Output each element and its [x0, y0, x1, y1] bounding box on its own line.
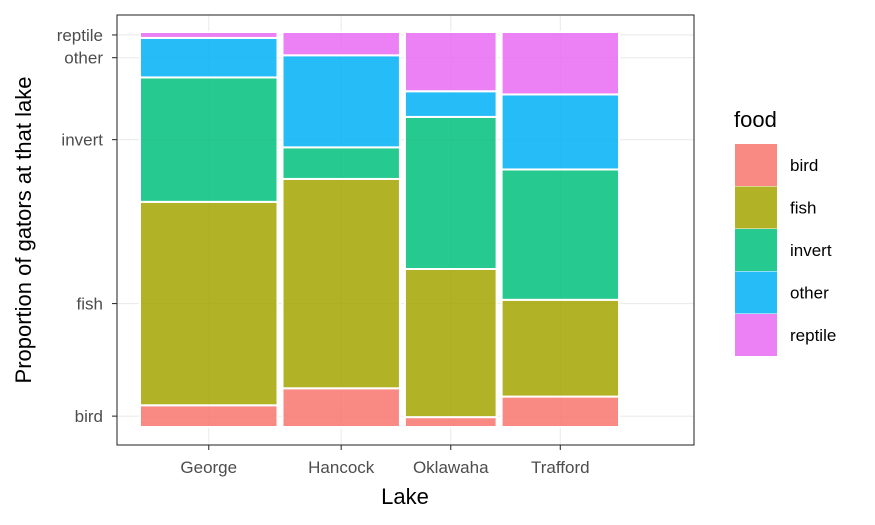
tile-other-hancock — [281, 54, 401, 149]
legend-key-other — [735, 271, 777, 314]
tile-invert-oklawaha — [403, 115, 498, 270]
y-tick-label-reptile: reptile — [57, 26, 103, 45]
tile-invert-hancock — [281, 146, 401, 180]
y-tick-label-other: other — [64, 49, 103, 68]
y-axis-title: Proportion of gators at that lake — [11, 77, 36, 384]
tile-invert-trafford — [500, 168, 621, 301]
legend-label-other: other — [790, 284, 829, 303]
panel-border — [116, 14, 695, 446]
tile-other-trafford — [500, 93, 621, 171]
tile-fish-oklawaha — [403, 268, 498, 419]
legend-key-invert — [735, 229, 777, 271]
legend-label-invert: invert — [790, 241, 832, 260]
x-tick-label-george: George — [180, 458, 237, 477]
tile-reptile-hancock — [281, 31, 401, 57]
tile-reptile-oklawaha — [403, 31, 498, 93]
tile-bird-hancock — [281, 387, 401, 429]
tile-fish-hancock — [281, 177, 401, 390]
x-axis-title: Lake — [381, 484, 429, 509]
tile-bird-oklawaha — [403, 416, 498, 428]
y-axis: bird fish invert other reptile — [57, 26, 117, 426]
y-tick-label-fish: fish — [77, 295, 103, 314]
tile-fish-george — [139, 200, 279, 407]
legend-key-reptile — [735, 314, 777, 356]
tile-fish-trafford — [500, 298, 621, 398]
tile-bird-trafford — [500, 395, 621, 428]
x-axis: George Hancock Oklawaha Trafford — [180, 445, 590, 477]
x-tick-label-hancock: Hancock — [308, 458, 375, 477]
tile-other-oklawaha — [403, 90, 498, 118]
legend-label-bird: bird — [790, 156, 818, 175]
mosaic-tiles — [139, 31, 621, 429]
legend-title: food — [734, 107, 777, 132]
legend-label-fish: fish — [790, 199, 816, 218]
tile-bird-george — [139, 404, 279, 428]
tile-invert-george — [139, 76, 279, 203]
y-tick-label-invert: invert — [61, 131, 103, 150]
legend-label-reptile: reptile — [790, 326, 836, 345]
tile-reptile-trafford — [500, 31, 621, 96]
legend-key-fish — [735, 186, 777, 229]
tile-other-george — [139, 36, 279, 79]
x-tick-label-trafford: Trafford — [531, 458, 590, 477]
y-tick-label-bird: bird — [75, 407, 103, 426]
legend-key-bird — [735, 144, 777, 186]
legend: food bird fish invert other reptile — [734, 107, 836, 356]
x-tick-label-oklawaha: Oklawaha — [413, 458, 489, 477]
tile-reptile-george — [139, 31, 279, 39]
